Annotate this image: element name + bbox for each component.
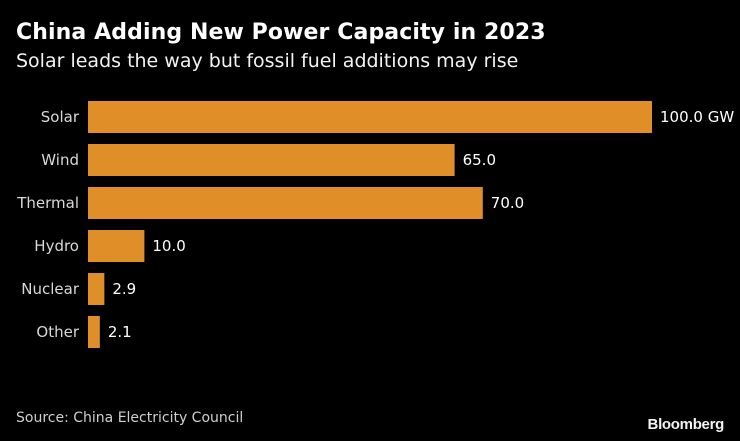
value-label-nuclear: 2.9 [112,280,136,298]
value-label-thermal: 70.0 [491,194,524,212]
category-label-other: Other [36,323,79,341]
bar-thermal [88,187,483,219]
chart-title: China Adding New Power Capacity in 2023 [16,20,546,45]
category-label-thermal: Thermal [16,194,79,212]
bar-wind [88,144,455,176]
category-label-wind: Wind [41,151,79,169]
bar-solar [88,101,652,133]
bar-other [88,316,100,348]
value-label-other: 2.1 [108,323,132,341]
source-note: Source: China Electricity Council [16,410,244,426]
category-label-nuclear: Nuclear [21,280,80,298]
chart-subtitle: Solar leads the way but fossil fuel addi… [16,50,519,72]
value-label-hydro: 10.0 [152,237,185,255]
bloomberg-logo: Bloomberg [647,416,725,433]
category-label-solar: Solar [41,108,80,126]
category-label-hydro: Hydro [34,237,79,255]
bar-hydro [88,230,145,262]
value-label-wind: 65.0 [463,151,496,169]
bar-nuclear [88,273,105,305]
value-label-solar: 100.0 GW [660,108,734,126]
